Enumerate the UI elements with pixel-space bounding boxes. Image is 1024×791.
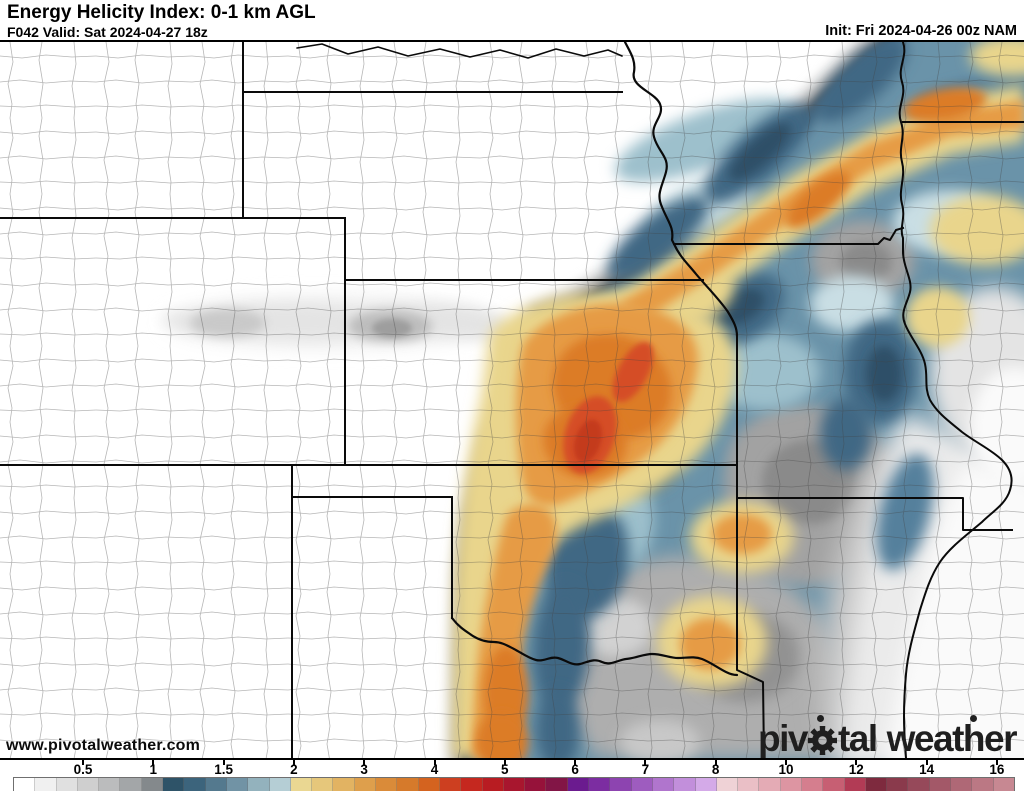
colorbar-cell: [972, 778, 994, 791]
colorbar-cell: [780, 778, 802, 791]
colorbar-cell: [929, 778, 952, 791]
scale-tick-label: 16: [989, 762, 1005, 777]
colorbar-cell: [695, 778, 717, 791]
scale-tick: [222, 760, 225, 765]
scale-tick: [503, 760, 506, 765]
colorbar-cell: [823, 778, 845, 791]
logo-drop-icon: [817, 715, 824, 722]
colorbar-cell: [14, 778, 36, 791]
colorbar-cell: [567, 778, 590, 791]
colorbar-cell: [461, 778, 483, 791]
colorbar-cell: [35, 778, 57, 791]
colorbar-cell: [184, 778, 206, 791]
colorbar-cell: [482, 778, 504, 791]
scale-tick-label: 2: [290, 762, 298, 777]
scale-tick: [714, 760, 717, 765]
scale-tick-label: 1.5: [214, 762, 233, 777]
logo-drop-icon: [970, 715, 977, 722]
colorbar-cell: [290, 778, 313, 791]
map-header: Energy Helicity Index: 0-1 km AGL F042 V…: [0, 0, 1024, 42]
scale-tick: [855, 760, 858, 765]
mississippi-river: [898, 42, 1013, 758]
colorbar-cell: [674, 778, 696, 791]
scale-tick-label: 12: [848, 762, 864, 777]
init-time-label: Init: Fri 2024-04-26 00z NAM: [825, 23, 1017, 39]
colorbar-cell: [546, 778, 568, 791]
state-borders: [0, 42, 1024, 758]
missouri-river: [623, 42, 739, 338]
colorbar-cell: [141, 778, 164, 791]
colorbar-cell: [525, 778, 547, 791]
colorbar-cell: [418, 778, 440, 791]
colorbar-cell: [993, 778, 1014, 791]
colorbar-cell: [269, 778, 291, 791]
color-scale-legend: 0.5 1 1.5 2 3 4 5 6 7 8 10 12 14 16: [0, 758, 1024, 791]
colorbar-cell: [610, 778, 632, 791]
scale-tick-label: 6: [571, 762, 579, 777]
colorbar-cell: [652, 778, 675, 791]
colorbar-cell: [951, 778, 973, 791]
logo-text-weather: weather: [886, 718, 1018, 759]
colorbar-cell: [865, 778, 888, 791]
colorbar-cell: [844, 778, 866, 791]
scale-tick-label: 3: [360, 762, 368, 777]
colorbar-cell: [226, 778, 249, 791]
colorbar-cell: [354, 778, 377, 791]
gear-icon: [807, 726, 837, 755]
colorbar-cell: [801, 778, 824, 791]
scale-tick: [152, 760, 155, 765]
scale-tick-label: 5: [501, 762, 509, 777]
color-scale-bar: [13, 777, 1015, 791]
scale-tick: [644, 760, 647, 765]
scale-tick: [292, 760, 295, 765]
colorbar-cell: [908, 778, 930, 791]
colorbar-cell: [120, 778, 142, 791]
colorbar-cell: [397, 778, 419, 791]
pivotal-weather-logo: piv tal weather: [758, 715, 1018, 759]
colorbar-cell: [589, 778, 611, 791]
colorbar-cell: [205, 778, 227, 791]
colorbar-cell: [738, 778, 760, 791]
logo-text-tal: tal: [837, 718, 878, 759]
colorbar-cell: [333, 778, 355, 791]
logo-text-piv: piv: [758, 718, 808, 759]
colorbar-cell: [312, 778, 334, 791]
page-title: Energy Helicity Index: 0-1 km AGL: [7, 2, 316, 23]
red-river: [450, 616, 739, 677]
colorbar-cell: [248, 778, 270, 791]
scale-tick-label: 10: [778, 762, 794, 777]
colorbar-cell: [376, 778, 398, 791]
scale-tick: [574, 760, 577, 765]
scale-tick: [785, 760, 787, 765]
white-river: [296, 43, 623, 59]
colorbar-cell: [631, 778, 653, 791]
colorbar-cell: [77, 778, 100, 791]
scale-tick-label: 4: [430, 762, 439, 777]
watermark-url: www.pivotalweather.com: [6, 737, 201, 754]
colorbar-cell: [887, 778, 909, 791]
scale-tick: [995, 760, 998, 765]
scale-tick: [433, 760, 436, 765]
scale-tick: [82, 760, 84, 765]
scale-tick-label: 7: [641, 762, 650, 777]
scale-tick-label: 1: [149, 762, 158, 777]
valid-time-label: F042 Valid: Sat 2024-04-27 18z: [7, 24, 208, 40]
scale-tick: [925, 760, 928, 765]
colorbar-cell: [439, 778, 462, 791]
scale-tick-label: 0.5: [73, 762, 93, 777]
county-grid: [0, 42, 1024, 758]
colorbar-cell: [503, 778, 526, 791]
ehi-contour-map: [0, 42, 1024, 758]
scale-tick-label: 8: [711, 762, 720, 777]
colorbar-cell: [99, 778, 121, 791]
colorbar-cell: [56, 778, 78, 791]
scale-tick-label: 14: [919, 762, 935, 777]
river-borders: [296, 42, 1013, 758]
forecast-map[interactable]: www.pivotalweather.com piv tal weather: [0, 42, 1024, 758]
scale-tick: [363, 760, 366, 765]
colorbar-cell: [163, 778, 185, 791]
colorbar-cell: [759, 778, 781, 791]
colorbar-cell: [716, 778, 739, 791]
